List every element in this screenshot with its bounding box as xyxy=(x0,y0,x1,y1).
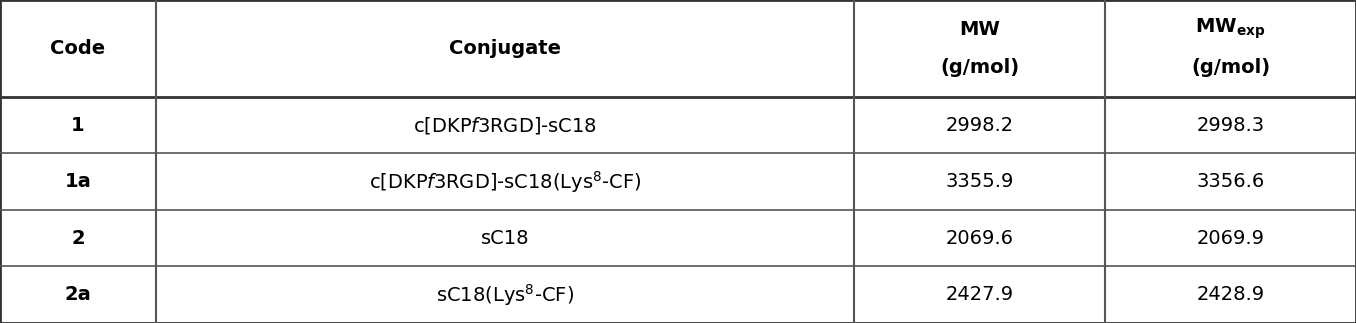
Text: 2427.9: 2427.9 xyxy=(945,285,1014,304)
Text: 2069.9: 2069.9 xyxy=(1196,229,1265,248)
Text: (g/mol): (g/mol) xyxy=(1191,58,1271,77)
Text: 3356.6: 3356.6 xyxy=(1196,172,1265,191)
Text: MW$_{\mathbf{exp}}$: MW$_{\mathbf{exp}}$ xyxy=(1196,17,1265,41)
Text: c[DKP$\mathit{f}$3RGD]-sC18: c[DKP$\mathit{f}$3RGD]-sC18 xyxy=(414,115,597,136)
Text: sC18(Lys$^{8}$-CF): sC18(Lys$^{8}$-CF) xyxy=(437,282,574,308)
Text: MW: MW xyxy=(959,20,1001,38)
Text: Code: Code xyxy=(50,39,106,58)
Text: Conjugate: Conjugate xyxy=(449,39,561,58)
Text: 2998.3: 2998.3 xyxy=(1196,116,1265,135)
Text: 2a: 2a xyxy=(65,285,91,304)
Text: 1a: 1a xyxy=(65,172,91,191)
Text: 2998.2: 2998.2 xyxy=(945,116,1014,135)
Text: 2428.9: 2428.9 xyxy=(1196,285,1265,304)
Text: c[DKP$\mathit{f}$3RGD]-sC18(Lys$^{8}$-CF): c[DKP$\mathit{f}$3RGD]-sC18(Lys$^{8}$-CF… xyxy=(369,169,641,195)
Text: 1: 1 xyxy=(71,116,85,135)
Text: sC18: sC18 xyxy=(481,229,529,248)
Text: 3355.9: 3355.9 xyxy=(945,172,1014,191)
Text: (g/mol): (g/mol) xyxy=(940,58,1020,77)
Text: 2: 2 xyxy=(71,229,85,248)
Text: 2069.6: 2069.6 xyxy=(945,229,1014,248)
